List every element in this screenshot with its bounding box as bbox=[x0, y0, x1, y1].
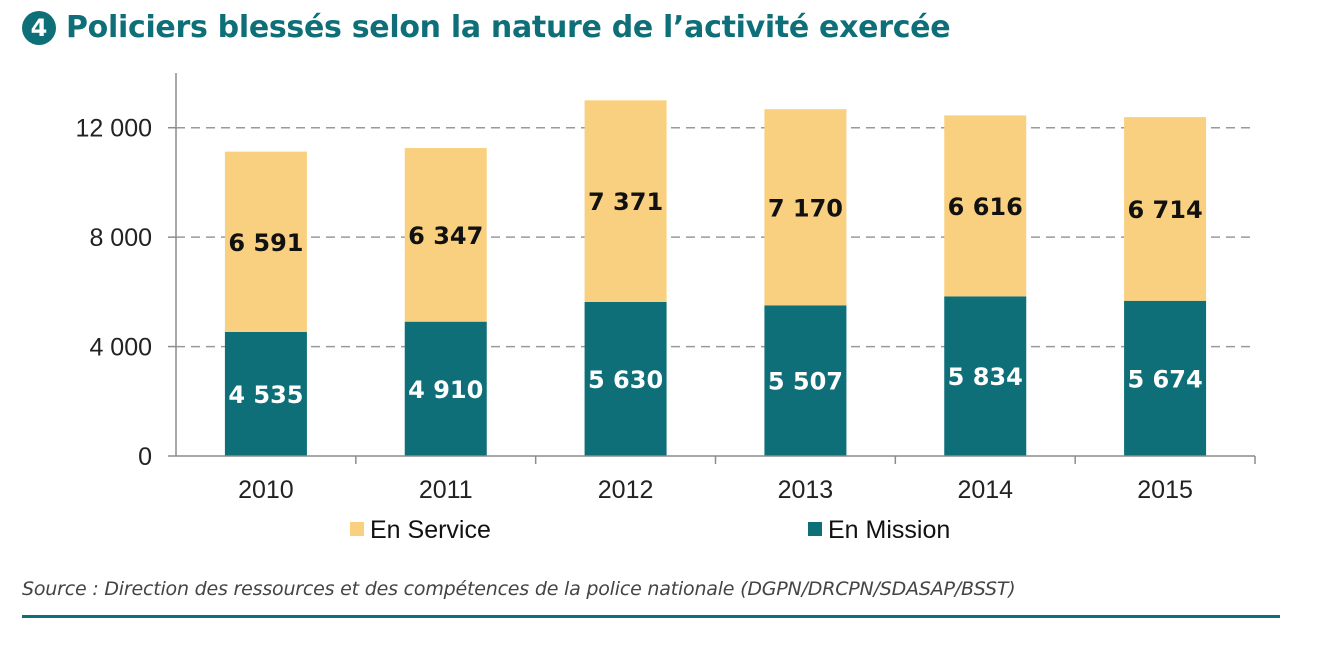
bar-segment bbox=[1124, 300, 1207, 456]
data-label: 6 591 bbox=[228, 229, 303, 257]
bar-segment bbox=[764, 109, 847, 306]
data-label: 5 630 bbox=[588, 366, 663, 394]
bar-segment bbox=[764, 305, 847, 456]
x-tick-label: 2015 bbox=[1137, 476, 1193, 504]
data-label: 4 535 bbox=[228, 381, 303, 409]
x-tick-label: 2012 bbox=[598, 476, 654, 504]
data-label: 7 371 bbox=[588, 188, 663, 216]
bar-segment bbox=[224, 331, 307, 456]
legend-swatch bbox=[350, 522, 364, 536]
x-tick-label: 2014 bbox=[957, 476, 1013, 504]
chart-header: 4 Policiers blessés selon la nature de l… bbox=[22, 10, 951, 45]
legend-label: En Mission bbox=[828, 516, 950, 544]
chart-title: Policiers blessés selon la nature de l’a… bbox=[66, 10, 951, 45]
bar-segment bbox=[404, 321, 487, 456]
figure-number-badge: 4 bbox=[22, 10, 56, 45]
x-tick-label: 2013 bbox=[778, 476, 834, 504]
data-label: 6 347 bbox=[408, 222, 483, 250]
data-label: 5 507 bbox=[768, 368, 843, 396]
bottom-divider bbox=[22, 615, 1280, 618]
data-label: 6 714 bbox=[1128, 196, 1203, 224]
bar-segment bbox=[404, 148, 487, 322]
source-note: Source : Direction des ressources et des… bbox=[22, 578, 1016, 600]
x-tick-label: 2010 bbox=[238, 476, 294, 504]
y-tick-label: 4 000 bbox=[89, 334, 152, 362]
legend-swatch bbox=[808, 522, 822, 536]
bar-segment bbox=[584, 301, 667, 456]
bar-segment bbox=[1124, 117, 1207, 301]
legend-label: En Service bbox=[370, 516, 491, 544]
bar-segment bbox=[944, 296, 1027, 456]
y-tick-label: 12 000 bbox=[76, 115, 152, 143]
y-tick-label: 0 bbox=[138, 443, 152, 471]
bar-segment bbox=[224, 151, 307, 332]
x-tick-label: 2011 bbox=[419, 476, 473, 504]
y-tick-label: 8 000 bbox=[89, 224, 152, 252]
bar-segment bbox=[584, 100, 667, 302]
data-label: 5 674 bbox=[1128, 365, 1203, 393]
data-label: 5 834 bbox=[948, 363, 1023, 391]
stacked-bar-chart: 0 4 000 8 000 12 000 4 535 6 591 2010 4 910 6 34… bbox=[76, 73, 1256, 544]
data-label: 7 170 bbox=[768, 194, 843, 222]
bar-segment bbox=[944, 115, 1027, 297]
data-label: 6 616 bbox=[948, 193, 1023, 221]
data-label: 4 910 bbox=[408, 376, 483, 404]
